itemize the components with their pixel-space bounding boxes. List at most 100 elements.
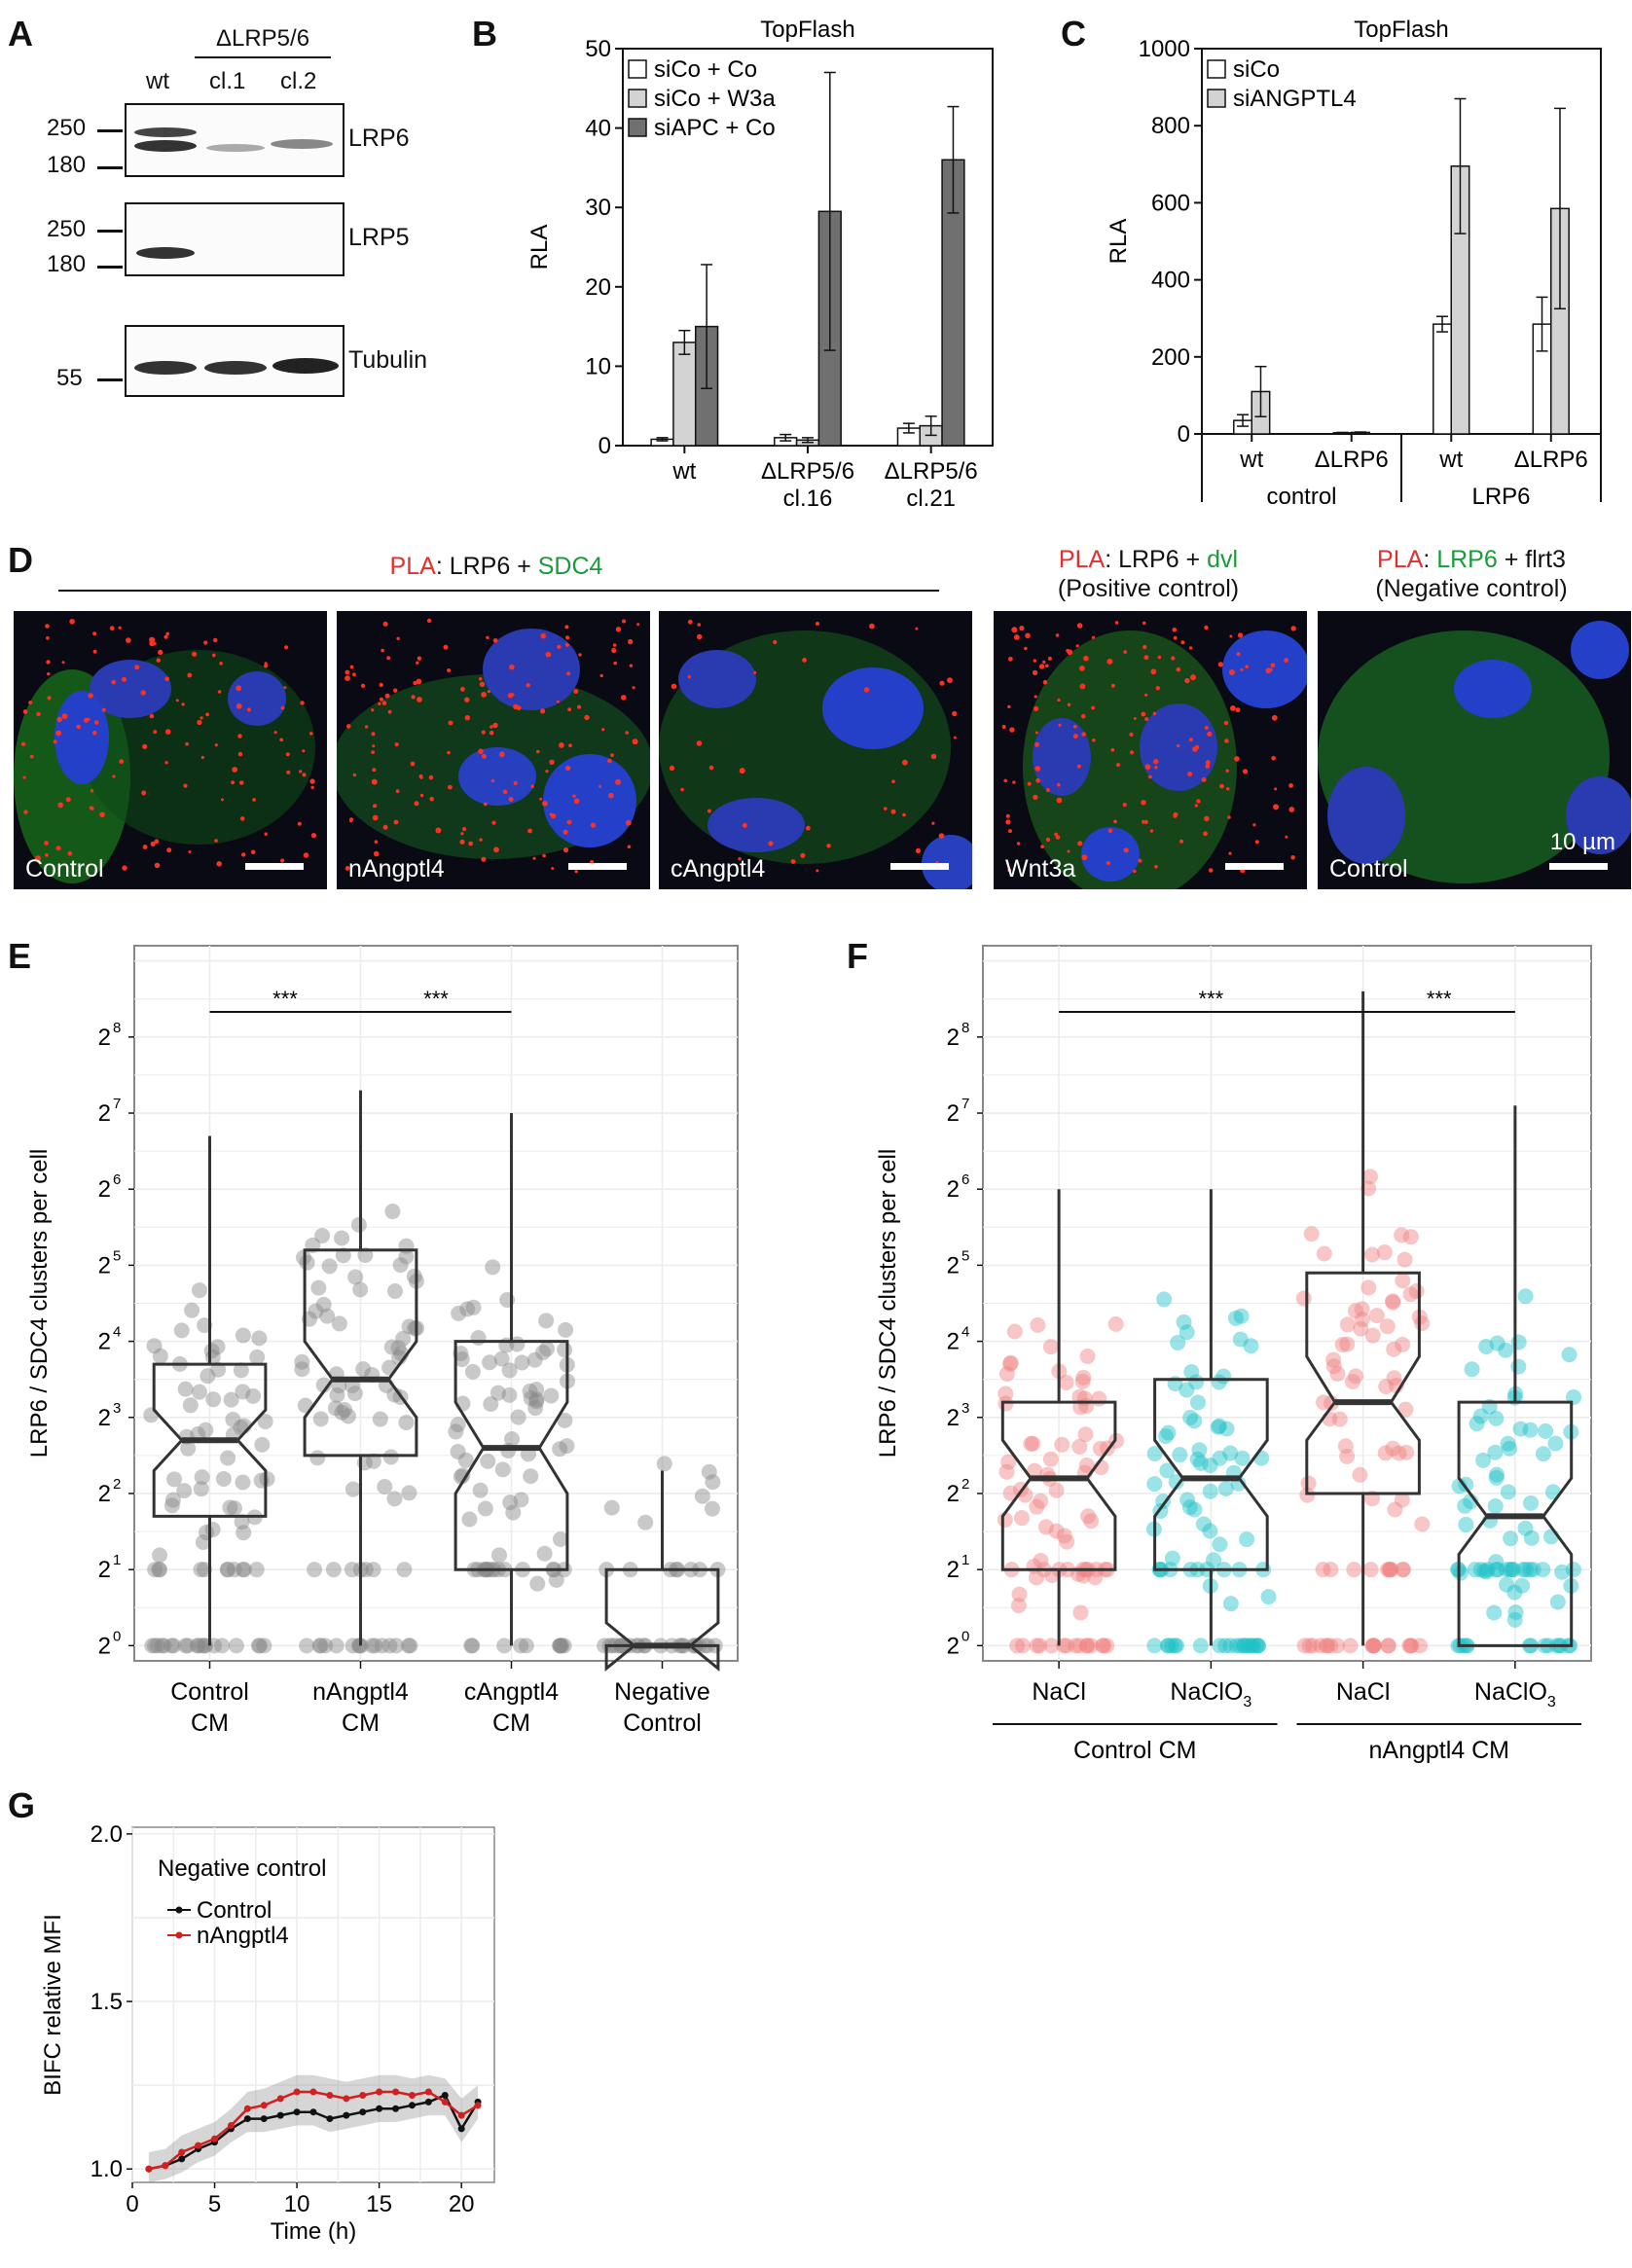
data-point: [1059, 1533, 1075, 1550]
pla-dot: [1057, 698, 1061, 702]
pla-dot: [1056, 797, 1063, 804]
data-point: [1172, 1447, 1188, 1463]
data-point: [1346, 1562, 1362, 1578]
pla-dot: [1007, 704, 1011, 709]
pos-lrp6: : LRP6 +: [1105, 546, 1208, 573]
data-point: [319, 1308, 336, 1324]
data-point: [1325, 1358, 1342, 1375]
pla-dot: [378, 702, 381, 705]
series-point: [243, 2105, 251, 2112]
pla-dot: [1228, 669, 1235, 675]
pla-dot: [1141, 800, 1146, 806]
y-axis-label: RLA: [1106, 219, 1132, 265]
pla-dot: [697, 633, 703, 640]
data-point: [1489, 1335, 1505, 1351]
pla-dot: [891, 779, 895, 783]
data-point: [401, 1318, 417, 1335]
pla-dot: [564, 642, 569, 647]
data-point: [1236, 1638, 1252, 1654]
pla-dot: [636, 623, 640, 627]
x-tick-label: NaClO3: [1474, 1678, 1556, 1710]
pla-dot: [91, 730, 97, 736]
pla-dot: [530, 784, 534, 789]
data-point: [367, 1638, 383, 1654]
pla-dot: [613, 661, 617, 666]
data-point: [310, 1279, 327, 1296]
data-point: [1486, 1604, 1503, 1621]
pla-dot: [1079, 683, 1086, 690]
pla-dot: [416, 678, 422, 685]
data-point: [1503, 1530, 1519, 1547]
data-point: [406, 1268, 422, 1284]
data-point: [451, 1305, 467, 1321]
legend-swatch: [628, 89, 647, 108]
data-point: [1212, 1450, 1228, 1466]
data-point: [327, 1400, 344, 1417]
data-point: [337, 1401, 353, 1418]
series-point: [457, 2111, 465, 2119]
pla-dot: [565, 635, 570, 640]
pla-dot: [564, 765, 571, 772]
data-point: [505, 1504, 522, 1521]
pla-dot: [464, 715, 470, 721]
pla-dot: [164, 761, 168, 765]
pla-dot: [1055, 633, 1060, 637]
data-point: [1217, 1638, 1234, 1654]
data-point: [1071, 1388, 1088, 1405]
pla-dot: [1230, 705, 1236, 711]
pla-dot: [1038, 664, 1045, 669]
pla-dot: [816, 869, 819, 873]
pla-dot: [349, 665, 354, 669]
data-point: [1058, 1374, 1074, 1390]
pla-dot: [1079, 666, 1085, 671]
series-point: [408, 2091, 416, 2099]
data-point: [220, 1450, 236, 1466]
data-point: [472, 1482, 489, 1498]
data-point: [1099, 1638, 1115, 1654]
data-point: [1504, 1562, 1520, 1578]
pla-dot: [1107, 828, 1113, 834]
data-point: [1202, 1458, 1218, 1474]
pla-dot: [310, 785, 314, 789]
data-point: [1535, 1446, 1551, 1462]
data-point: [294, 1361, 310, 1378]
pla-dot: [216, 861, 222, 867]
pla-dot: [384, 693, 390, 699]
pla-dot: [502, 789, 508, 795]
data-point: [177, 1638, 194, 1654]
panel-d-title-rule: [58, 590, 939, 592]
micrograph-wnt3a: Wnt3a: [994, 611, 1307, 889]
data-point: [1488, 1410, 1505, 1426]
data-point: [173, 1322, 190, 1339]
data-point: [1077, 1426, 1094, 1443]
data-point: [1382, 1562, 1398, 1578]
data-point: [226, 1500, 242, 1517]
series-point: [260, 2102, 268, 2109]
data-point: [504, 1431, 521, 1448]
pla-dot: [1240, 667, 1244, 671]
data-point: [245, 1387, 262, 1404]
pla-dot: [1142, 819, 1145, 824]
data-point: [510, 1409, 526, 1425]
pla-dot: [696, 740, 703, 746]
pla-dot: [280, 705, 285, 710]
micrograph-art: [1001, 621, 1307, 889]
pla-dot: [479, 681, 486, 687]
y-tick-label: 1.5: [91, 1989, 123, 2015]
data-point: [1360, 1279, 1377, 1296]
pla-dot: [153, 730, 158, 735]
pla-dot: [1008, 656, 1013, 662]
legend-swatch: [1207, 59, 1226, 79]
data-point: [1192, 1638, 1209, 1654]
pla-dot: [1188, 738, 1193, 742]
pla-dot: [1055, 835, 1061, 840]
pla-dot: [141, 790, 147, 796]
data-point: [308, 1303, 324, 1319]
x-tick-label: ΔLRP6: [1514, 447, 1588, 473]
data-point: [398, 1248, 415, 1265]
series-point: [326, 2115, 334, 2123]
title-lrp6: LRP6 +: [442, 553, 538, 580]
notched-box: [303, 1248, 418, 1458]
data-point: [1394, 1227, 1410, 1243]
